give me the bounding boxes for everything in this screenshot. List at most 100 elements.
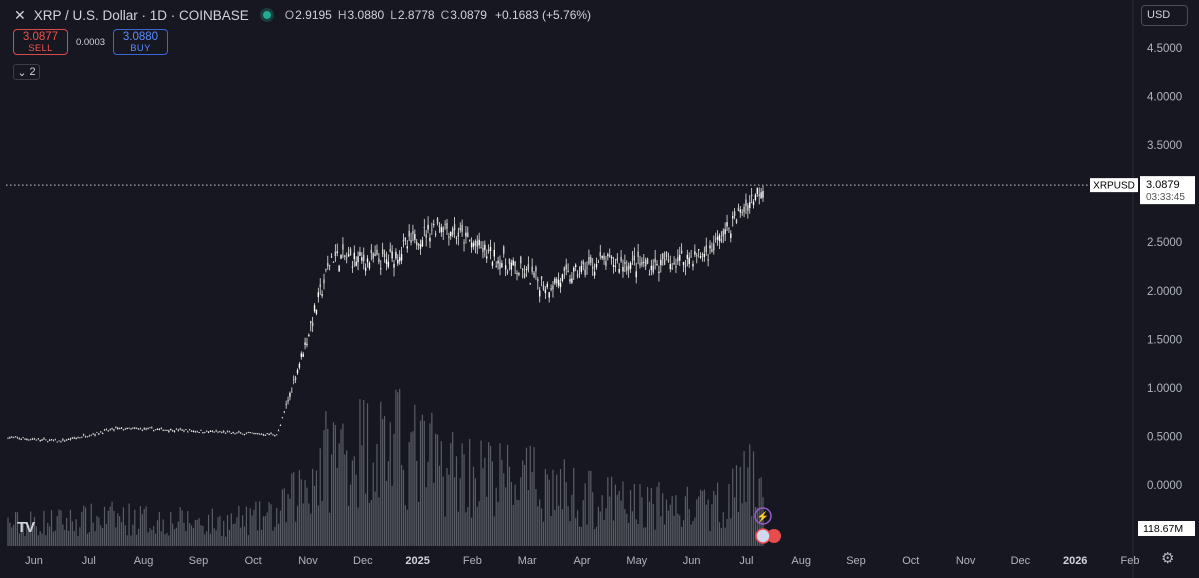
volume-bar [181,510,183,546]
candle-body [117,427,119,429]
candle-body [665,251,668,258]
candle-body [552,285,554,290]
volume-bar [525,447,528,546]
candle-body [671,268,673,270]
volume-bar [168,535,170,546]
candle-body [224,433,227,434]
candle-body [120,427,123,429]
candle-body [480,247,482,249]
candle-body [586,267,588,269]
candle-body [550,288,552,290]
tradingview-logo-icon[interactable]: TV [17,519,35,536]
candle-body [412,231,414,235]
candle-body [336,251,338,254]
currency-select[interactable]: USD [1141,5,1188,26]
candle-body [728,228,730,230]
x-tick-label: 2026 [1063,555,1087,567]
candle-body [601,256,603,259]
volume-bar [232,524,234,546]
candle-body [576,274,579,277]
volume-bar [435,433,437,546]
x-tick-label: Nov [298,555,318,567]
volume-bar [660,516,662,546]
volume-bar [684,496,687,546]
candle-body [230,432,232,434]
volume-bar [586,524,588,546]
candle-body [321,294,323,296]
volume-bar [122,507,125,546]
candle-body [637,251,639,257]
candle-body [139,428,142,430]
volume-bar [296,505,299,546]
candle-body [667,259,670,262]
volume-bar [626,513,628,546]
volume-bar [242,515,244,546]
volume-bar [493,516,495,546]
candle-body [531,266,533,272]
indicators-count: 2 [29,66,36,78]
candle-body [688,257,690,265]
candle-body [134,427,136,429]
event-markers[interactable]: ⚡ [754,507,781,544]
candle-body [221,432,223,434]
volume-bar [166,532,168,546]
volume-bar [495,487,497,546]
candle-body [313,305,316,312]
indicators-toggle-button[interactable]: ⌄ 2 [13,64,40,80]
volume-bar [590,470,592,546]
gear-icon[interactable]: ⚙ [1161,550,1175,567]
candle-body [107,430,109,432]
volume-bar [136,534,138,546]
volume-bar [340,429,342,546]
candle-body [289,392,291,397]
candle-body [7,437,9,439]
volume-bar [527,490,529,546]
volume-bar [69,509,72,546]
candle-body [624,262,626,264]
candle-body [370,249,373,254]
volume-bar [374,491,376,546]
candle-body [400,254,403,261]
candle-body [711,249,713,252]
buy-button[interactable]: 3.0880 BUY [113,29,168,55]
candle-body [470,242,473,248]
sell-label: SELL [28,43,53,54]
candle-body [45,439,47,441]
sell-button[interactable]: 3.0877 SELL [13,29,68,55]
candle-body [459,227,461,230]
volume-bar [431,412,433,546]
close-icon[interactable]: ✕ [14,6,26,23]
y-tick-label: 4.0000 [1147,92,1182,104]
volume-bar [255,501,257,546]
volume-bar [446,467,448,546]
volume-bar [257,530,259,546]
volume-bar [450,442,452,546]
volume-bar [635,519,637,546]
volume-bar [90,503,92,546]
candle-body [264,434,267,436]
candle-body [325,268,327,270]
volume-bar [756,507,758,546]
candle-body [516,273,518,274]
symbol-title[interactable]: XRP / U.S. Dollar · 1D · COINBASE [33,7,249,23]
volume-bar [406,509,408,546]
volume-bar [658,482,660,546]
x-tick-label: Nov [956,555,976,567]
candle-body [389,248,391,252]
candle-body [347,254,350,257]
candle-body [153,430,155,432]
volume-bar [457,511,459,546]
candle-body [240,432,242,434]
candle-body [190,431,193,432]
candle-body [43,438,45,440]
volume-bar [359,399,361,546]
volume-bar [100,525,102,546]
x-tick-label: Oct [902,555,919,567]
volume-bar [357,507,359,546]
candle-body [402,239,405,242]
volume-bar [410,432,412,546]
volume-bar [270,504,272,546]
axes: 4.50004.00003.50003.00002.50002.00001.50… [25,43,1182,567]
candle-body [381,249,384,255]
